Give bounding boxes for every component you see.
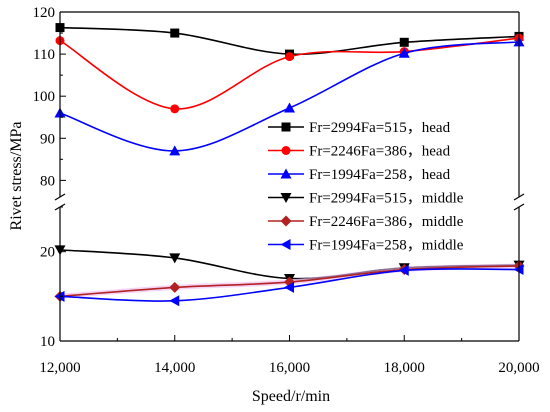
series-5 bbox=[54, 260, 525, 302]
legend-item: Fr=2246Fa=386，head bbox=[268, 144, 451, 160]
legend-label: Fr=2246Fa=386，middle bbox=[309, 214, 464, 230]
legend-label: Fr=2994Fa=515，middle bbox=[309, 191, 464, 207]
data-point bbox=[169, 253, 181, 264]
data-point bbox=[280, 168, 292, 179]
data-point bbox=[169, 295, 180, 307]
y-tick-label: 110 bbox=[33, 47, 55, 63]
legend-label: Fr=1994Fa=258，head bbox=[309, 167, 451, 183]
data-point bbox=[280, 239, 291, 250]
data-point bbox=[170, 104, 180, 114]
data-point bbox=[281, 146, 291, 155]
legend-item: Fr=1994Fa=258，head bbox=[268, 167, 451, 183]
legend-label: Fr=2994Fa=515，head bbox=[309, 120, 451, 136]
data-point bbox=[169, 145, 181, 156]
data-point bbox=[399, 37, 409, 47]
data-point bbox=[169, 281, 181, 293]
legend-label: Fr=2246Fa=386，head bbox=[309, 144, 451, 160]
legend-item: Fr=2994Fa=515，head bbox=[268, 120, 451, 136]
axis-break-mark bbox=[513, 193, 525, 201]
series-layer bbox=[54, 23, 525, 307]
y-axis-label: Rivet stress/MPa bbox=[8, 122, 25, 231]
legend: Fr=2994Fa=515，head Fr=2246Fa=386，head Fr=1… bbox=[268, 120, 464, 254]
y-tick-label: 10 bbox=[40, 334, 55, 350]
data-point bbox=[284, 102, 295, 113]
y-tick-label: 80 bbox=[40, 173, 55, 189]
data-point bbox=[284, 281, 294, 293]
legend-item: Fr=1994Fa=258，middle bbox=[268, 238, 464, 254]
axis-break-mark bbox=[513, 203, 525, 211]
x-tick-label: 12,000 bbox=[39, 360, 80, 376]
y-tick-label: 90 bbox=[40, 131, 55, 147]
y-tick-label: 20 bbox=[40, 245, 55, 261]
data-point bbox=[281, 122, 291, 132]
series-6 bbox=[54, 264, 524, 307]
legend-label: Fr=1994Fa=258，middle bbox=[309, 238, 464, 254]
axis-break-mark bbox=[54, 193, 66, 201]
y-tick-label: 100 bbox=[33, 89, 56, 105]
data-point bbox=[285, 52, 294, 62]
x-tick-label: 20,000 bbox=[498, 360, 539, 376]
series-line bbox=[59, 37, 520, 110]
data-point bbox=[280, 193, 292, 203]
legend-item: Fr=2994Fa=515，middle bbox=[268, 191, 464, 207]
x-axis-label: Speed/r/min bbox=[252, 388, 330, 405]
x-tick-label: 16,000 bbox=[269, 360, 310, 376]
legend-item: Fr=2246Fa=386，middle bbox=[268, 214, 464, 230]
data-point bbox=[280, 215, 292, 227]
data-point bbox=[398, 264, 409, 276]
data-point bbox=[398, 47, 410, 58]
x-tick-label: 14,000 bbox=[154, 360, 195, 376]
y-tick-label: 120 bbox=[33, 5, 56, 21]
data-point bbox=[170, 28, 180, 38]
x-tick-label: 18,000 bbox=[384, 360, 425, 376]
axes-layer: 12,000 14,000 16,000 18,000 20,000 10 20 80 90 10… bbox=[33, 5, 540, 376]
